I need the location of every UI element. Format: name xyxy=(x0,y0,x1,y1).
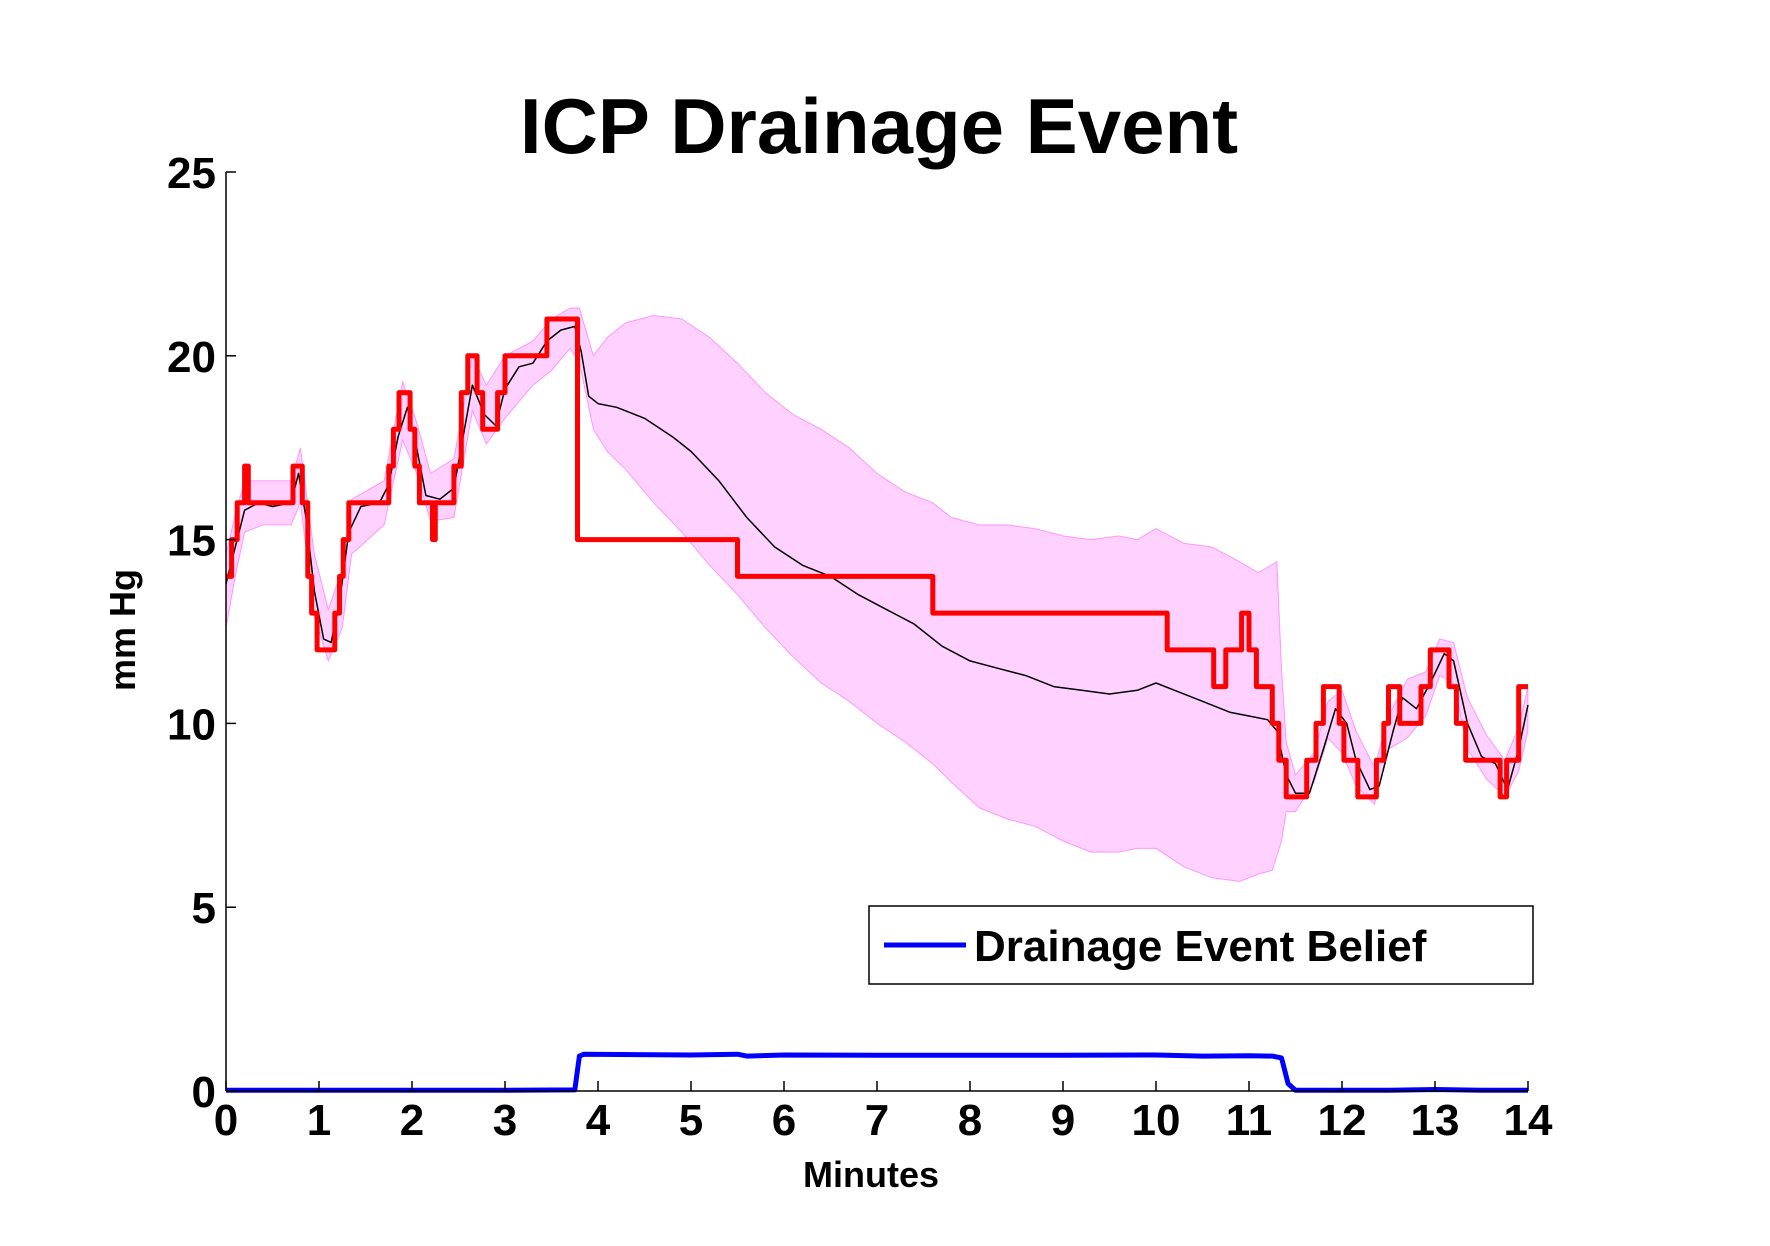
x-tick-label: 1 xyxy=(307,1096,331,1145)
x-tick-label: 4 xyxy=(586,1096,611,1145)
legend-box xyxy=(868,905,1534,985)
y-tick-label: 15 xyxy=(167,517,216,566)
x-tick-label: 8 xyxy=(958,1096,982,1145)
x-tick-label: 12 xyxy=(1318,1096,1367,1145)
y-tick-label: 25 xyxy=(167,149,216,198)
x-tick-label: 0 xyxy=(214,1096,238,1145)
y-tick-label: 10 xyxy=(167,700,216,749)
x-tick-label: 13 xyxy=(1411,1096,1460,1145)
x-tick-label: 9 xyxy=(1051,1096,1075,1145)
x-tick-label: 6 xyxy=(772,1096,796,1145)
legend-entry-drainage-event-belief: Drainage Event Belief xyxy=(974,922,1427,971)
x-tick-label: 11 xyxy=(1226,1096,1273,1145)
x-tick-label: 3 xyxy=(493,1096,517,1145)
measured-icp-step-line xyxy=(226,316,1528,800)
x-tick-label: 2 xyxy=(400,1096,424,1145)
x-axis-label: Minutes xyxy=(803,1154,939,1195)
y-tick-label: 20 xyxy=(167,333,216,382)
y-axis-label: mm Hg xyxy=(102,569,143,691)
x-tick-label: 14 xyxy=(1504,1096,1553,1145)
y-tick-label: 5 xyxy=(192,884,216,933)
x-tick-label: 5 xyxy=(679,1096,703,1145)
chart-title: ICP Drainage Event xyxy=(520,82,1238,170)
legend: Drainage Event Belief xyxy=(868,905,1534,985)
confidence-band xyxy=(225,307,1529,883)
x-tick-label: 10 xyxy=(1132,1096,1181,1145)
x-tick-label: 7 xyxy=(865,1096,889,1145)
y-tick-label: 0 xyxy=(192,1068,216,1117)
confidence-band-layer xyxy=(225,307,1529,883)
